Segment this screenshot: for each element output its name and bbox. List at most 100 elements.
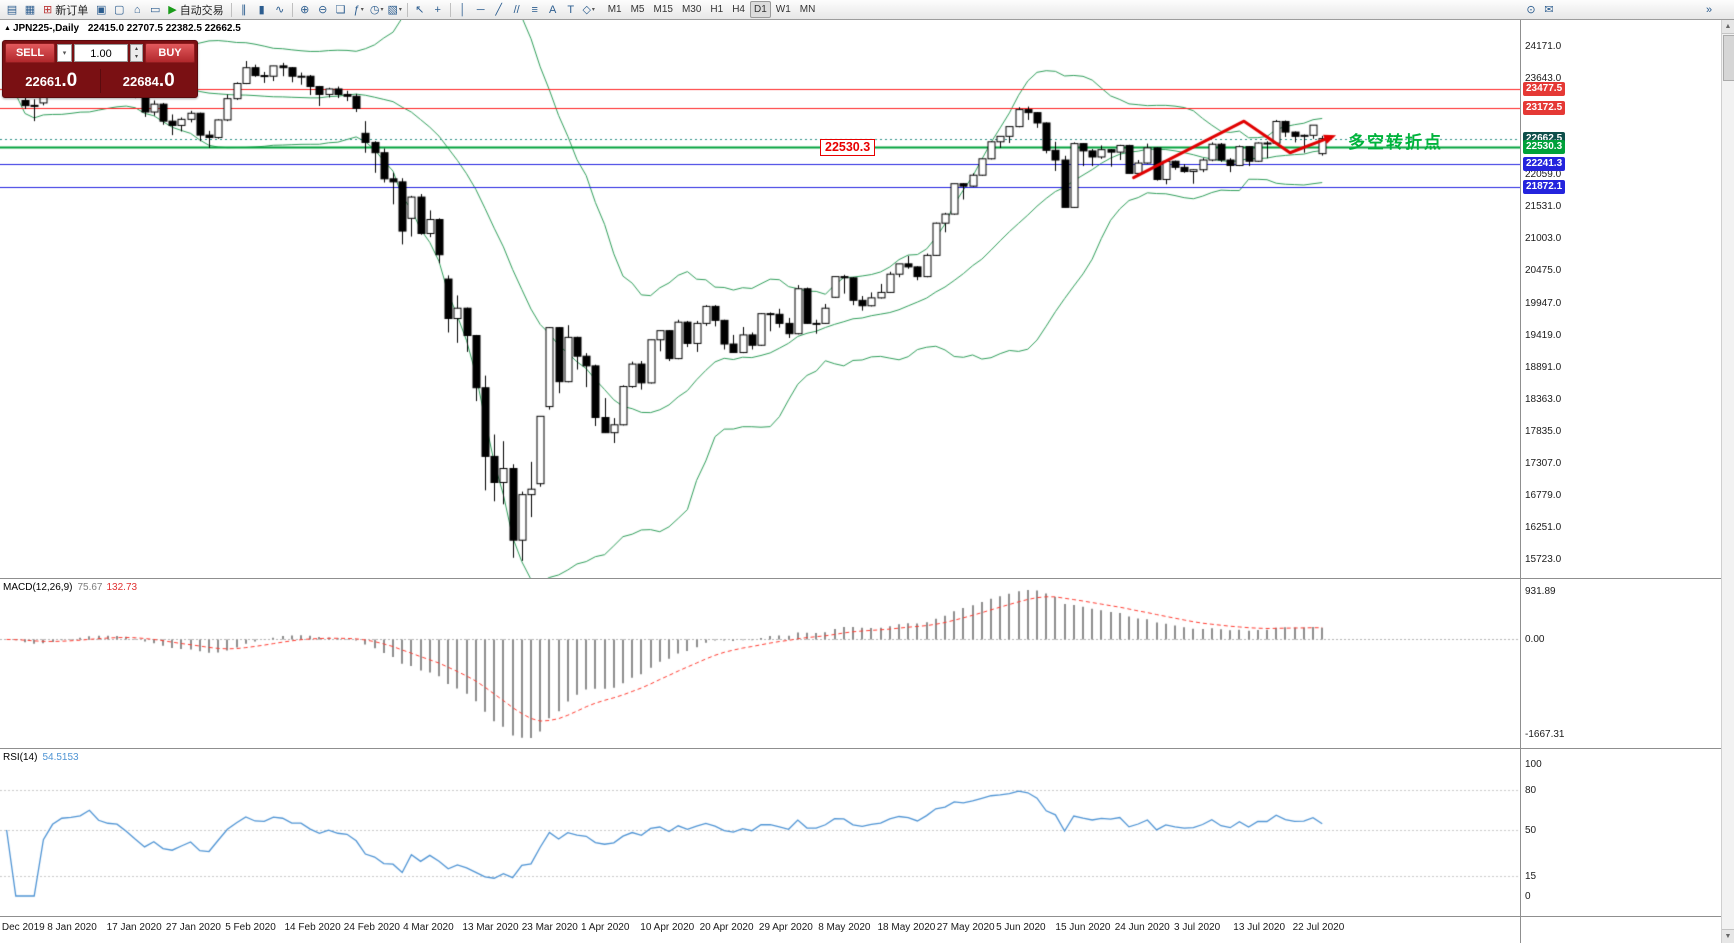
panel-separator[interactable] bbox=[0, 916, 1734, 917]
price-badge: 23477.5 bbox=[1523, 82, 1566, 97]
sell-price[interactable]: 22661.0 bbox=[3, 70, 100, 92]
panel-separator[interactable] bbox=[0, 748, 1734, 749]
time-axis-label: 23 Mar 2020 bbox=[521, 922, 578, 933]
templates-icon[interactable]: ▧ ▾ bbox=[386, 1, 404, 18]
indicators-icon: ƒ bbox=[353, 3, 360, 16]
time-axis-label: 13 Jul 2020 bbox=[1233, 922, 1286, 933]
fibonacci-icon: ≡ bbox=[531, 3, 538, 16]
panel-separator[interactable] bbox=[0, 578, 1734, 579]
new-chart-icon[interactable]: ▤ bbox=[3, 1, 21, 18]
macd-panel-canvas[interactable] bbox=[0, 580, 1520, 748]
market-watch-icon: ▣ bbox=[96, 4, 107, 16]
volume-input[interactable]: 1.00 bbox=[74, 44, 128, 62]
navigator-icon[interactable]: ⌂ bbox=[128, 1, 146, 18]
timeframe-h4[interactable]: H4 bbox=[732, 4, 745, 15]
price-divider bbox=[99, 68, 101, 93]
timeframe-mn[interactable]: MN bbox=[799, 4, 816, 15]
scrollbar-down-button[interactable]: ▼ bbox=[1722, 929, 1734, 943]
indicators-icon[interactable]: ƒ ▾ bbox=[350, 1, 368, 18]
time-axis-label: 8 Jan 2020 bbox=[47, 922, 97, 933]
shapes-icon[interactable]: ◇ ▾ bbox=[580, 1, 598, 18]
label-icon[interactable]: T bbox=[562, 1, 580, 18]
time-axis-label: 13 Mar 2020 bbox=[462, 922, 519, 933]
zoom-out-icon[interactable]: ⊖ bbox=[314, 1, 332, 18]
axis-label: 50 bbox=[1525, 825, 1537, 836]
price-badge: 21872.1 bbox=[1523, 179, 1566, 194]
axis-label: 931.89 bbox=[1525, 586, 1556, 597]
timeframe-m5[interactable]: M5 bbox=[630, 4, 645, 15]
axis-label: 17307.0 bbox=[1525, 457, 1562, 469]
scrollbar-thumb[interactable] bbox=[1723, 35, 1734, 81]
autotrading-button[interactable]: ▶ 自动交易 bbox=[164, 1, 227, 18]
buy-price[interactable]: 22684.0 bbox=[101, 70, 198, 92]
trendline-icon[interactable]: ╱ bbox=[490, 1, 508, 18]
time-axis-label: 17 Jan 2020 bbox=[106, 922, 162, 933]
macd-label: MACD(12,26,9) 75.67 132.73 bbox=[3, 582, 137, 593]
price-axis[interactable]: 24171.023643.023115.022587.022059.021531… bbox=[1521, 20, 1599, 578]
price-badge: 23172.5 bbox=[1523, 100, 1566, 115]
zoom-in-icon[interactable]: ⊕ bbox=[296, 1, 314, 18]
timeframe-m1[interactable]: M1 bbox=[607, 4, 622, 15]
macd-axis[interactable]: 931.89 0.00 -1667.31 bbox=[1521, 580, 1599, 748]
candlestick-chart-icon[interactable]: ▮ bbox=[253, 1, 271, 18]
time-axis-label: 24 Jun 2020 bbox=[1114, 922, 1170, 933]
bar-chart-icon[interactable]: ∥ bbox=[235, 1, 253, 18]
toolbar-separator bbox=[449, 2, 451, 17]
volume-down-icon[interactable]: ▾ bbox=[134, 54, 138, 60]
timeframe-m30[interactable]: M30 bbox=[681, 4, 702, 15]
timeframe-d1[interactable]: D1 bbox=[750, 1, 771, 18]
volume-stepper[interactable]: ▴ ▾ bbox=[130, 44, 143, 62]
timeframe-h1[interactable]: H1 bbox=[710, 4, 724, 15]
volume-dropdown-button[interactable]: ▾ bbox=[57, 44, 72, 62]
text-icon[interactable]: A bbox=[544, 1, 562, 18]
time-axis-label: 4 Mar 2020 bbox=[403, 922, 454, 933]
toolbar-right-icons: ⊙ ✉ bbox=[1522, 1, 1558, 18]
new-chart-icon: ▤ bbox=[6, 4, 18, 16]
rsi-panel-canvas[interactable] bbox=[0, 750, 1520, 916]
sell-button[interactable]: SELL bbox=[5, 43, 55, 63]
periods-icon[interactable]: ◷ ▾ bbox=[368, 1, 386, 18]
rsi-axis[interactable]: 100 80 50 15 0 bbox=[1521, 750, 1599, 916]
scrollbar-up-button[interactable]: ▲ bbox=[1722, 20, 1734, 34]
line-chart-icon: ∿ bbox=[275, 4, 285, 16]
chat-icon[interactable]: ✉ bbox=[1544, 4, 1554, 16]
symbol-name: JPN225-,Daily bbox=[12, 23, 80, 34]
timeframe-m15[interactable]: M15 bbox=[653, 4, 673, 15]
time-axis-label: 18 May 2020 bbox=[877, 922, 936, 933]
terminal-icon: ▭ bbox=[150, 4, 161, 16]
cursor-icon[interactable]: ↖ bbox=[411, 1, 429, 18]
axis-label: 20475.0 bbox=[1525, 265, 1562, 277]
axis-label: 18891.0 bbox=[1525, 361, 1562, 373]
crosshair-icon[interactable]: + bbox=[429, 1, 447, 18]
label-icon: T bbox=[567, 3, 575, 16]
horizontal-line-icon[interactable]: ─ bbox=[472, 1, 490, 18]
fibonacci-icon[interactable]: ≡ bbox=[526, 1, 544, 18]
axis-label: 0 bbox=[1525, 891, 1531, 902]
tile-windows-icon[interactable]: ❏ bbox=[332, 1, 350, 18]
line-chart-icon[interactable]: ∿ bbox=[271, 1, 289, 18]
data-window-icon[interactable]: ▢ bbox=[110, 1, 128, 18]
terminal-icon[interactable]: ▭ bbox=[146, 1, 164, 18]
new-order-button[interactable]: ⊞ 新订单 bbox=[39, 1, 92, 18]
channel-icon[interactable]: // bbox=[508, 1, 526, 18]
toolbar-expand-icon[interactable]: » bbox=[1705, 3, 1713, 16]
time-axis-label: 27 Jan 2020 bbox=[165, 922, 221, 933]
axis-label: 80 bbox=[1525, 785, 1537, 797]
volume-up-icon[interactable]: ▴ bbox=[134, 46, 138, 52]
time-axis-label: 3 Jul 2020 bbox=[1174, 922, 1221, 933]
search-icon[interactable]: ⊙ bbox=[1526, 4, 1536, 16]
price-chart-canvas[interactable] bbox=[0, 20, 1520, 578]
time-axis-label: 30 Dec 2019 bbox=[0, 922, 45, 933]
timeframe-w1[interactable]: W1 bbox=[775, 4, 791, 15]
turning-point-annotation: 多空转折点 bbox=[1348, 133, 1443, 152]
profiles-icon[interactable]: ▦ bbox=[21, 1, 39, 18]
market-watch-icon[interactable]: ▣ bbox=[92, 1, 110, 18]
time-axis-label: 15 Jun 2020 bbox=[1055, 922, 1111, 933]
axis-label: 16251.0 bbox=[1525, 521, 1562, 533]
vertical-line-icon[interactable]: │ bbox=[454, 1, 472, 18]
time-axis-label: 14 Feb 2020 bbox=[284, 922, 341, 933]
buy-button[interactable]: BUY bbox=[145, 43, 195, 63]
vertical-scrollbar[interactable]: ▲ ▼ bbox=[1721, 20, 1734, 943]
